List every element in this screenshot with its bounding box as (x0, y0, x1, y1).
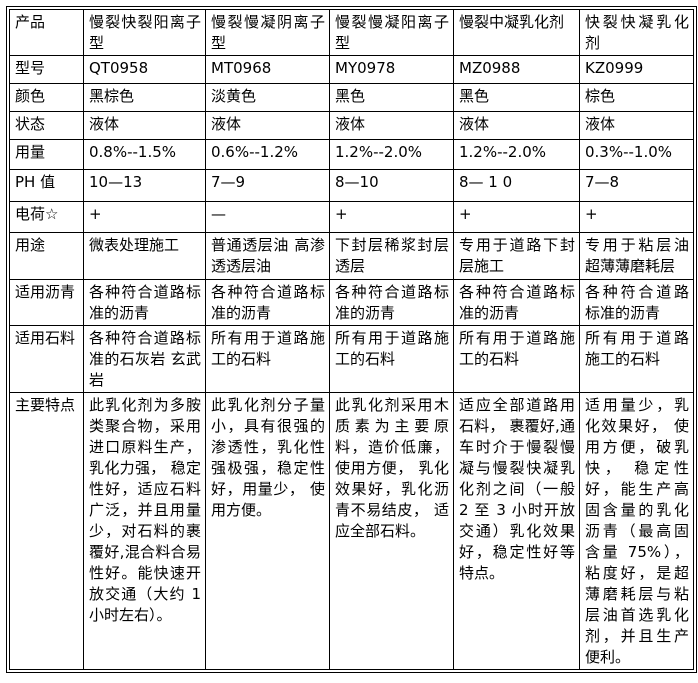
table-cell: 棕色 (579, 83, 694, 112)
table-cell: MY0978 (329, 55, 454, 84)
table-cell: 8— 1 0 (453, 169, 580, 202)
table-cell: 液体 (205, 111, 330, 140)
table-cell: 黑色 (453, 83, 580, 112)
table-cell: 所有用于道路施工的石料 (579, 325, 694, 393)
table-cell: KZ0999 (579, 55, 694, 84)
table-row-main-features: 主要特点 此乳化剂为多胺类聚合物，采用进口原料生产，乳化力强， 稳定性好，适应石… (9, 392, 694, 670)
table-cell: 各种符合道路标准的石灰岩 玄武岩 (83, 325, 206, 393)
row-label-applicable-asphalt: 适用沥青 (9, 279, 84, 326)
table-cell: 7—8 (579, 169, 694, 202)
table-cell: 所有用于道路施工的石料 (453, 325, 580, 393)
table-row-product: 产品 慢裂快裂阳离子型 慢裂慢凝阴离子型 慢裂慢凝阳离子型 慢裂中凝乳化剂 快裂… (9, 9, 694, 56)
table-cell: + (579, 201, 694, 233)
table-cell: QT0958 (83, 55, 206, 84)
table-row-applicable-stone: 适用石料 各种符合道路标准的石灰岩 玄武岩 所有用于道路施工的石料 所有用于道路… (9, 325, 694, 393)
table-cell: 10—13 (83, 169, 206, 202)
table-cell: 黑色 (329, 83, 454, 112)
table-cell: 0.3%--1.0% (579, 139, 694, 170)
table-row-ph: PH 值 10—13 7—9 8—10 8— 1 0 7—8 (9, 169, 694, 202)
table-row-applicable-asphalt: 适用沥青 各种符合道路标准的沥青 各种符合道路标准的沥青 各种符合道路标准的沥青… (9, 279, 694, 326)
table-cell: 各种符合道路标准的沥青 (83, 279, 206, 326)
row-label-product: 产品 (9, 9, 84, 56)
table-cell: 0.6%--1.2% (205, 139, 330, 170)
column-header-cell: 慢裂中凝乳化剂 (453, 9, 580, 56)
column-header-cell: 慢裂慢凝阳离子型 (329, 9, 454, 56)
table-row-state: 状态 液体 液体 液体 液体 液体 (9, 111, 694, 140)
row-label-usage: 用途 (9, 232, 84, 280)
table-cell: 此乳化剂采用木质素为主要原料，造价低廉，使用方便， 乳化效果好，乳化沥青不易结皮… (329, 392, 454, 670)
row-label-main-features: 主要特点 (9, 392, 84, 670)
table-cell: 液体 (453, 111, 580, 140)
table-cell: 专用于粘层油 超薄薄磨耗层 (579, 232, 694, 280)
table-cell: 8—10 (329, 169, 454, 202)
table-cell: 液体 (329, 111, 454, 140)
row-label-state: 状态 (9, 111, 84, 140)
table-row-charge: 电荷☆ + — + + + (9, 201, 694, 233)
table-cell: + (453, 201, 580, 233)
table-cell: MT0968 (205, 55, 330, 84)
table-row-dosage: 用量 0.8%--1.5% 0.6%--1.2% 1.2%--2.0% 1.2%… (9, 139, 694, 170)
table-cell: 适用量少，乳化效果好， 使用方便，破乳快， 稳定性好，能生产高固含量的乳化沥青（… (579, 392, 694, 670)
table-cell: 各种符合道路标准的沥青 (579, 279, 694, 326)
product-table-frame: 产品 慢裂快裂阳离子型 慢裂慢凝阴离子型 慢裂慢凝阳离子型 慢裂中凝乳化剂 快裂… (6, 6, 697, 673)
table-cell: 适应全部道路用石料， 裹覆好,通车时介于慢裂慢凝与慢裂快凝乳化剂之间（一般 2 … (453, 392, 580, 670)
table-cell: 各种符合道路标准的沥青 (453, 279, 580, 326)
table-cell: 各种符合道路标准的沥青 (329, 279, 454, 326)
row-label-charge: 电荷☆ (9, 201, 84, 233)
table-row-usage: 用途 微表处理施工 普通透层油 高渗透透层油 下封层稀浆封层透层 专用于道路下封… (9, 232, 694, 280)
table-cell: 淡黄色 (205, 83, 330, 112)
row-label-ph: PH 值 (9, 169, 84, 202)
table-cell: 微表处理施工 (83, 232, 206, 280)
table-cell: — (205, 201, 330, 233)
row-label-model: 型号 (9, 55, 84, 84)
table-cell: 1.2%--2.0% (329, 139, 454, 170)
table-cell: 所有用于道路施工的石料 (205, 325, 330, 393)
table-cell: + (83, 201, 206, 233)
column-header-cell: 快裂快凝乳化剂 (579, 9, 694, 56)
table-cell: 0.8%--1.5% (83, 139, 206, 170)
table-cell: 液体 (579, 111, 694, 140)
table-cell: MZ0988 (453, 55, 580, 84)
table-row-model: 型号 QT0958 MT0968 MY0978 MZ0988 KZ0999 (9, 55, 694, 84)
table-cell: 此乳化剂分子量小，具有很强的渗透性，乳化性强极强，稳定性好，用量少， 使用方便。 (205, 392, 330, 670)
table-cell: 专用于道路下封层施工 (453, 232, 580, 280)
table-cell: 此乳化剂为多胺类聚合物，采用进口原料生产，乳化力强， 稳定性好，适应石料广泛，并… (83, 392, 206, 670)
table-cell: 黑棕色 (83, 83, 206, 112)
column-header-cell: 慢裂慢凝阴离子型 (205, 9, 330, 56)
table-cell: 7—9 (205, 169, 330, 202)
row-label-dosage: 用量 (9, 139, 84, 170)
table-cell: 下封层稀浆封层透层 (329, 232, 454, 280)
table-row-color: 颜色 黑棕色 淡黄色 黑色 黑色 棕色 (9, 83, 694, 112)
table-cell: 1.2%--2.0% (453, 139, 580, 170)
column-header-cell: 慢裂快裂阳离子型 (83, 9, 206, 56)
row-label-color: 颜色 (9, 83, 84, 112)
row-label-applicable-stone: 适用石料 (9, 325, 84, 393)
table-cell: 所有用于道路施工的石料 (329, 325, 454, 393)
table-cell: + (329, 201, 454, 233)
emulsifier-spec-table: 产品 慢裂快裂阳离子型 慢裂慢凝阴离子型 慢裂慢凝阳离子型 慢裂中凝乳化剂 快裂… (9, 9, 694, 670)
table-cell: 液体 (83, 111, 206, 140)
table-cell: 各种符合道路标准的沥青 (205, 279, 330, 326)
table-cell: 普通透层油 高渗透透层油 (205, 232, 330, 280)
